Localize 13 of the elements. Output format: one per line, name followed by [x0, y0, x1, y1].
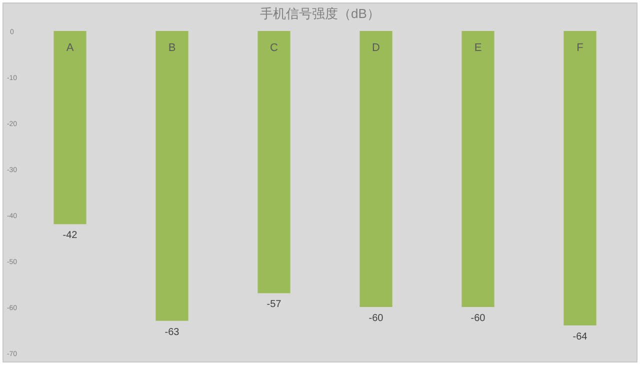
data-label: -42: [62, 230, 78, 242]
data-label: -63: [164, 326, 180, 338]
data-label: -57: [266, 299, 282, 310]
title: 手机信号强度（dB）: [260, 6, 380, 21]
x-tick-label: D: [372, 42, 380, 54]
x-tick-label: A: [66, 42, 74, 54]
x-tick-label: E: [474, 42, 482, 54]
x-tick-label: C: [270, 42, 278, 54]
x-tick-label: F: [576, 42, 584, 54]
data-label: -60: [470, 313, 486, 324]
data-label: -64: [572, 331, 588, 342]
x-tick-label: B: [168, 42, 176, 54]
data-label: -60: [368, 313, 384, 324]
